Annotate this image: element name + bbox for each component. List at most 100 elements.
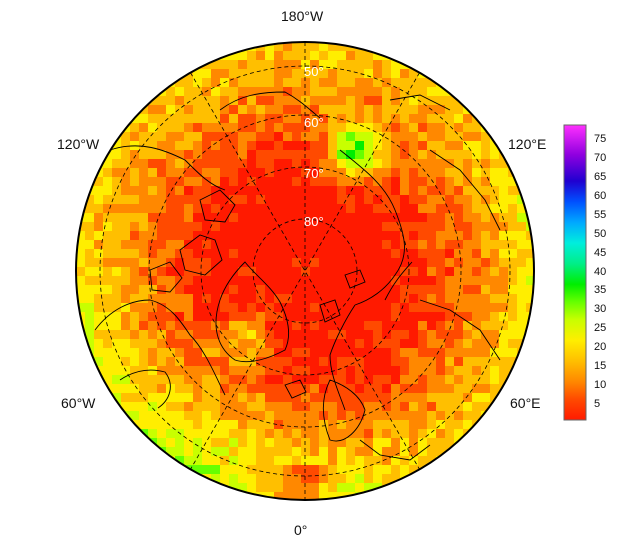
field-cell: [238, 438, 247, 447]
field-cell: [337, 186, 346, 195]
field-cell: [103, 231, 112, 240]
field-cell: [85, 294, 94, 303]
field-cell: [148, 276, 157, 285]
field-cell: [364, 321, 373, 330]
field-cell: [76, 258, 85, 267]
field-cell: [85, 213, 94, 222]
field-cell: [364, 492, 373, 500]
field-cell: [175, 438, 184, 447]
field-cell: [481, 339, 490, 348]
field-cell: [301, 411, 310, 420]
field-cell: [355, 114, 364, 123]
field-cell: [94, 339, 103, 348]
field-cell: [283, 204, 292, 213]
field-cell: [418, 105, 427, 114]
field-cell: [157, 195, 166, 204]
field-cell: [400, 375, 409, 384]
field-cell: [166, 276, 175, 285]
field-cell: [436, 411, 445, 420]
field-cell: [139, 402, 148, 411]
field-cell: [247, 114, 256, 123]
field-cell: [283, 123, 292, 132]
field-cell: [301, 447, 310, 456]
field-cell: [157, 429, 166, 438]
field-cell: [274, 384, 283, 393]
field-cell: [301, 402, 310, 411]
field-cell: [292, 105, 301, 114]
field-cell: [382, 87, 391, 96]
field-cell: [274, 42, 283, 51]
field-cell: [445, 78, 454, 87]
field-cell: [472, 339, 481, 348]
field-cell: [319, 303, 328, 312]
field-cell: [76, 267, 85, 276]
field-cell: [274, 114, 283, 123]
field-cell: [220, 465, 229, 474]
field-cell: [166, 393, 175, 402]
field-cell: [346, 420, 355, 429]
field-cell: [409, 186, 418, 195]
field-cell: [301, 51, 310, 60]
field-cell: [436, 114, 445, 123]
field-cell: [283, 114, 292, 123]
field-cell: [301, 186, 310, 195]
field-cell: [175, 96, 184, 105]
field-cell: [391, 402, 400, 411]
field-cell: [148, 240, 157, 249]
field-cell: [337, 231, 346, 240]
field-cell: [265, 60, 274, 69]
field-cell: [256, 267, 265, 276]
field-cell: [409, 213, 418, 222]
field-cell: [499, 258, 508, 267]
field-cell: [436, 240, 445, 249]
field-cell: [247, 384, 256, 393]
lat-label-80: 80°: [304, 214, 324, 229]
field-cell: [175, 114, 184, 123]
field-cell: [130, 240, 139, 249]
field-cell: [220, 384, 229, 393]
field-cell: [346, 375, 355, 384]
field-cell: [499, 213, 508, 222]
field-cell: [337, 447, 346, 456]
field-cell: [337, 456, 346, 465]
field-cell: [301, 168, 310, 177]
field-cell: [391, 69, 400, 78]
field-cell: [202, 348, 211, 357]
field-cell: [175, 339, 184, 348]
field-cell: [121, 195, 130, 204]
field-cell: [103, 285, 112, 294]
field-cell: [121, 303, 130, 312]
field-cell: [103, 249, 112, 258]
field-cell: [265, 42, 274, 51]
field-cell: [229, 159, 238, 168]
field-cell: [148, 375, 157, 384]
field-cell: [454, 411, 463, 420]
field-cell: [409, 357, 418, 366]
field-cell: [319, 51, 328, 60]
field-cell: [94, 285, 103, 294]
field-cell: [193, 141, 202, 150]
field-cell: [463, 159, 472, 168]
field-cell: [355, 231, 364, 240]
field-cell: [130, 168, 139, 177]
field-cell: [202, 465, 211, 474]
field-cell: [202, 168, 211, 177]
field-cell: [346, 312, 355, 321]
field-cell: [454, 168, 463, 177]
field-cell: [319, 159, 328, 168]
field-cell: [382, 105, 391, 114]
field-cell: [166, 339, 175, 348]
field-cell: [382, 303, 391, 312]
field-cell: [184, 285, 193, 294]
field-cell: [454, 303, 463, 312]
field-cell: [238, 267, 247, 276]
field-cell: [211, 474, 220, 483]
field-cell: [211, 168, 220, 177]
field-cell: [112, 213, 121, 222]
field-cell: [310, 285, 319, 294]
field-cell: [463, 258, 472, 267]
field-cell: [391, 222, 400, 231]
field-cell: [499, 186, 508, 195]
field-cell: [139, 177, 148, 186]
field-cell: [211, 357, 220, 366]
